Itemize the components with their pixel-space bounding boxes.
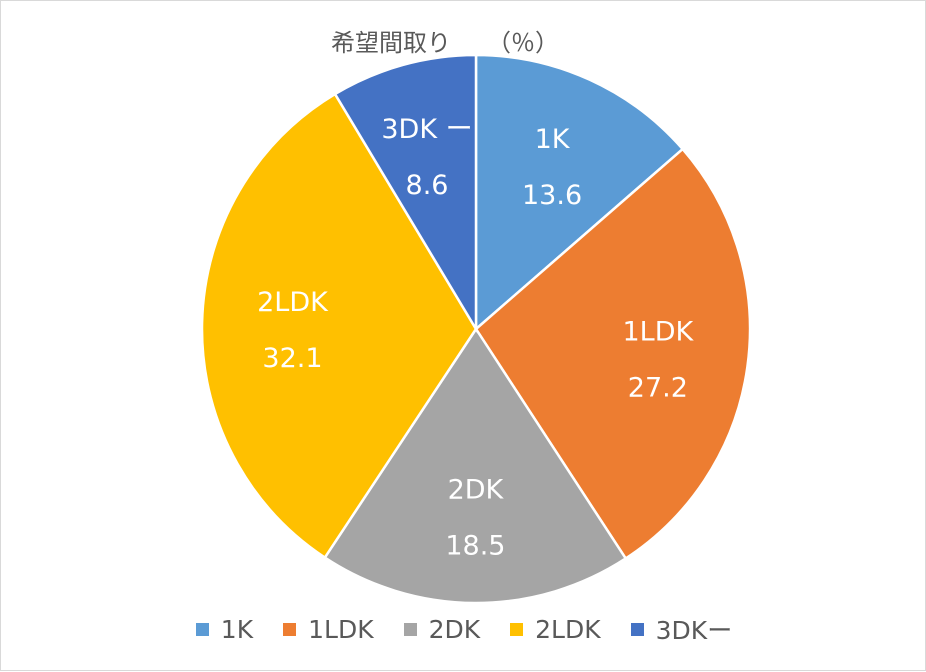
slice-category-label-1k: 1K <box>535 124 571 155</box>
legend-item-2dk: 2DK <box>403 614 481 644</box>
legend-swatch-3dk <box>630 622 644 636</box>
slice-category-label-3dk: 3DK ー <box>381 114 472 145</box>
slice-value-label-3dk: 8.6 <box>406 170 449 201</box>
legend-label-3dk: 3DKー <box>655 616 733 645</box>
slice-category-label-1ldk: 1LDK <box>622 316 694 347</box>
legend: 1K 1LDK 2DK 2LDK 3DKー <box>1 611 926 647</box>
slice-value-label-1ldk: 27.2 <box>628 372 688 403</box>
legend-label-2dk: 2DK <box>428 614 481 644</box>
chart-title: 希望間取り （％） <box>331 29 559 57</box>
slice-value-label-2ldk: 32.1 <box>262 343 322 374</box>
slice-category-label-2dk: 2DK <box>448 475 505 506</box>
pie-slice-1ldk <box>474 147 752 561</box>
pie-slice-2ldk <box>200 92 478 560</box>
legend-item-1ldk: 1LDK <box>283 614 374 644</box>
legend-swatch-2dk <box>403 622 417 636</box>
legend-item-3dk: 3DKー <box>630 611 733 647</box>
slice-value-label-1k: 13.6 <box>522 180 582 211</box>
pie-slice-1k <box>474 53 685 332</box>
legend-item-2ldk: 2LDK <box>510 614 601 644</box>
pie-slice-2dk <box>323 326 628 605</box>
legend-label-1ldk: 1LDK <box>308 614 374 644</box>
pie-slice-3dk <box>333 53 478 334</box>
slice-value-label-2dk: 18.5 <box>445 531 505 562</box>
legend-swatch-1k <box>195 622 209 636</box>
legend-swatch-1ldk <box>283 622 297 636</box>
legend-label-2ldk: 2LDK <box>535 614 601 644</box>
legend-item-1k: 1K <box>195 614 254 644</box>
legend-swatch-2ldk <box>510 622 524 636</box>
legend-label-1k: 1K <box>220 614 254 644</box>
slice-category-label-2ldk: 2LDK <box>257 287 329 318</box>
